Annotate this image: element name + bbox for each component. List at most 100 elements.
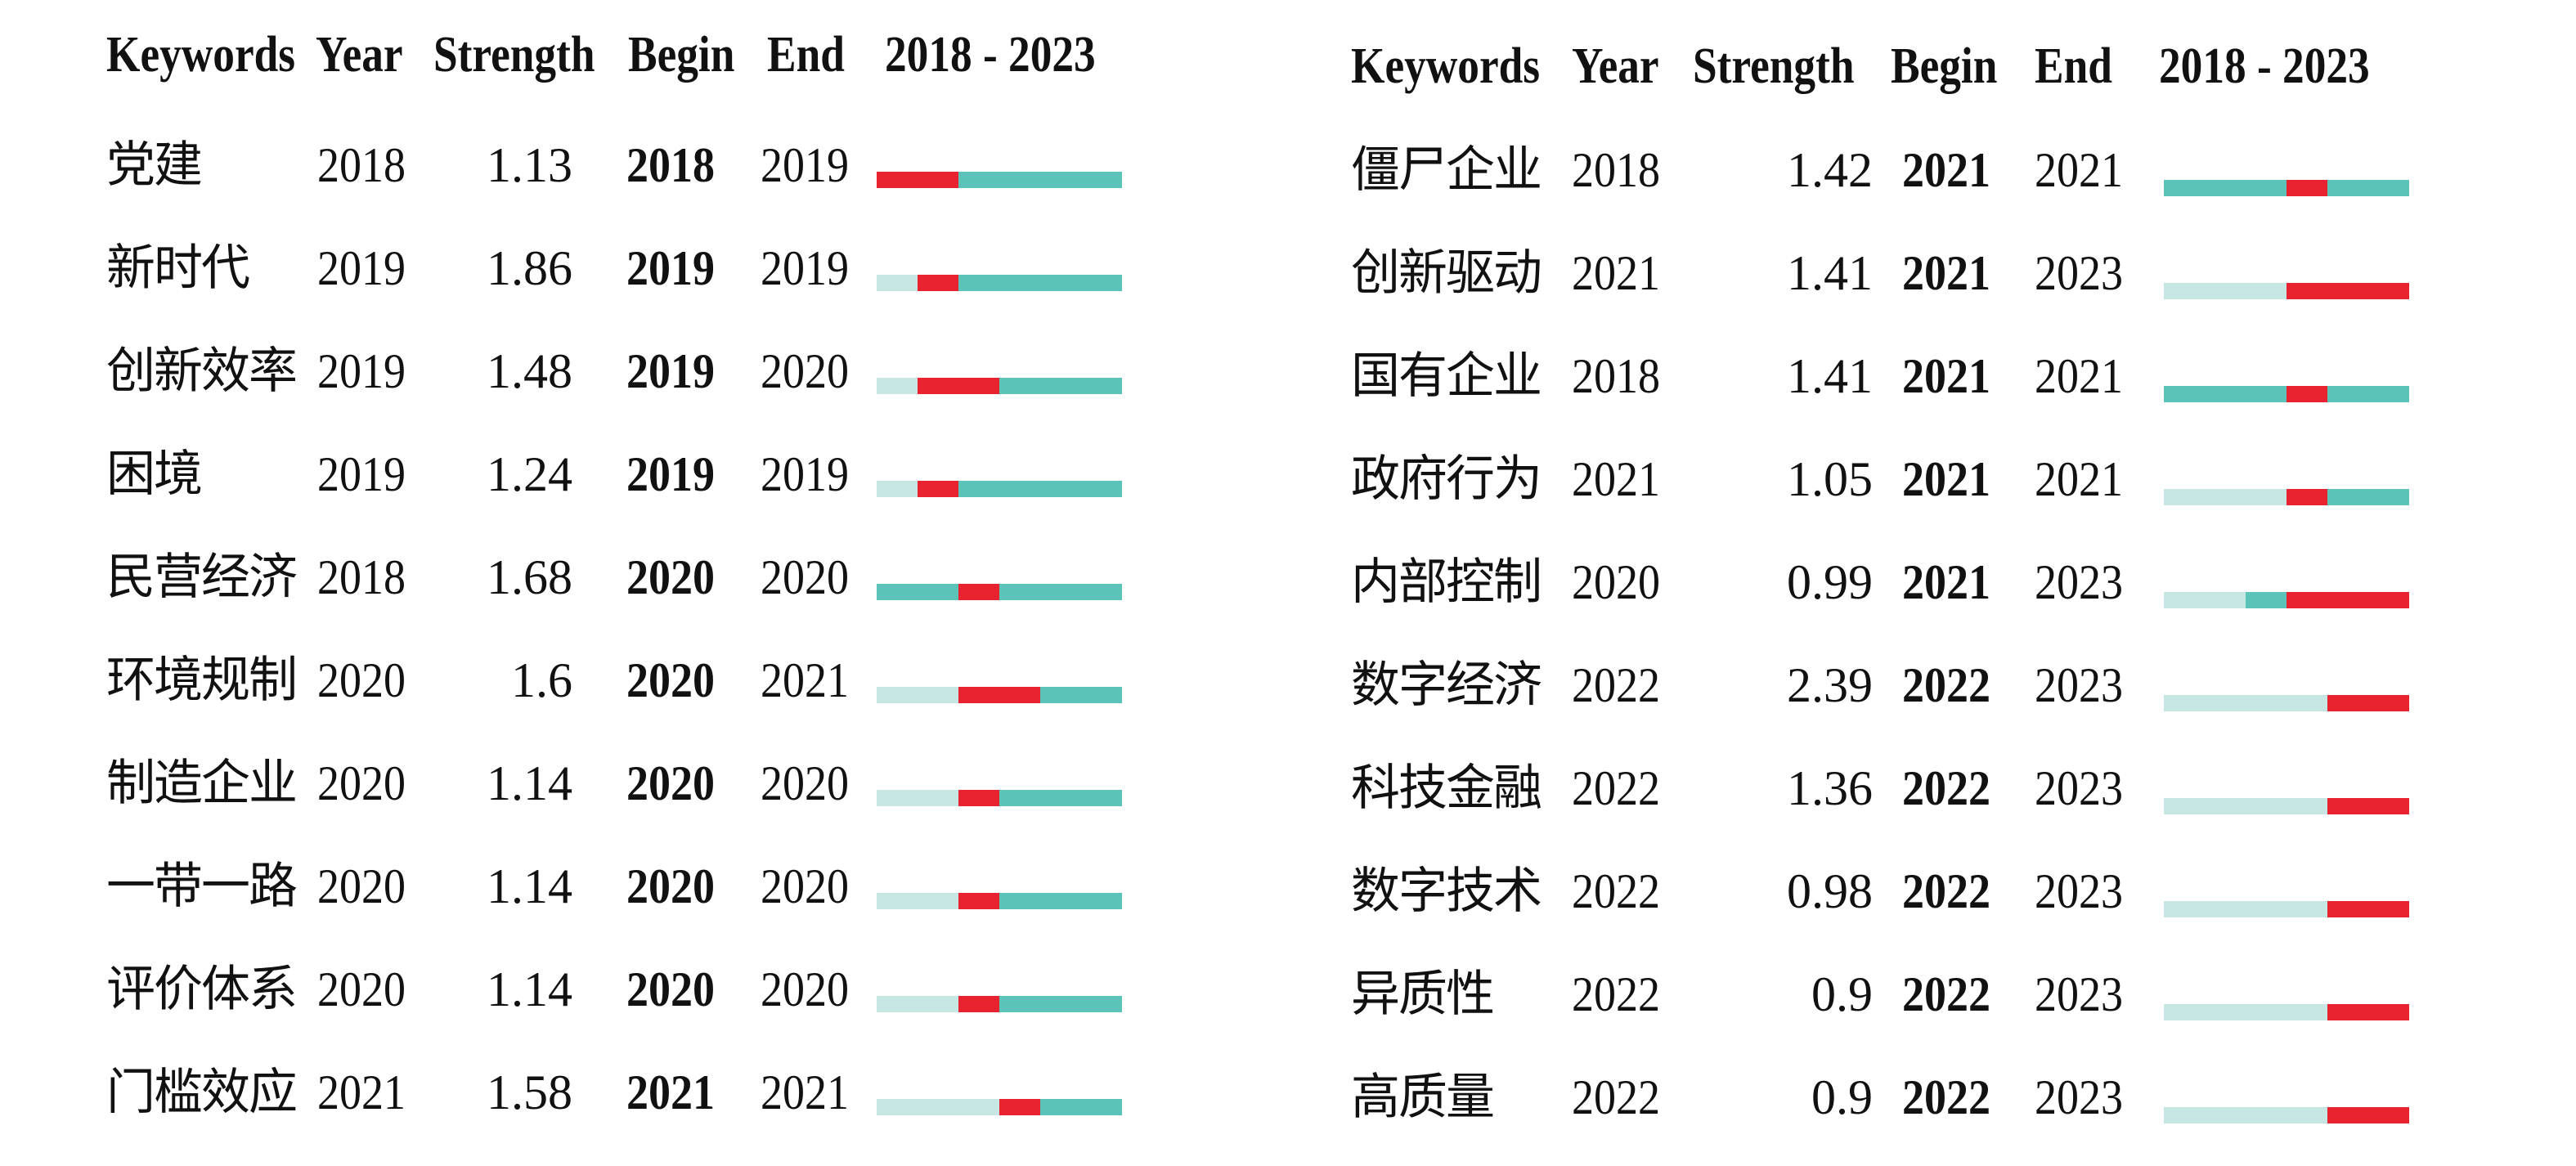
bar-burst: [958, 584, 999, 600]
end-value: 2023: [2035, 761, 2123, 815]
bar-before-first-appearance: [877, 893, 958, 909]
strength-value: 1.6: [511, 653, 572, 707]
keyword-label: 民营经济: [106, 549, 298, 606]
end-value: 2019: [761, 241, 849, 295]
bar-burst: [918, 275, 958, 291]
bar-present: [877, 584, 1122, 600]
year-value: 2019: [317, 241, 406, 295]
burst-timeline-bar: [877, 378, 1122, 394]
begin-value: 2020: [626, 756, 715, 810]
end-value: 2021: [2035, 349, 2123, 403]
begin-value: 2020: [626, 653, 715, 707]
table-row: 门槛效应 2021 1.58 2021 2021: [0, 1058, 1259, 1161]
year-value: 2020: [317, 756, 406, 810]
table-row: 数字技术 2022 0.98 2022 2023: [1325, 857, 2576, 960]
year-value: 2018: [1572, 143, 1660, 197]
begin-value: 2021: [1902, 555, 1990, 609]
keyword-label: 数字经济: [1351, 657, 1542, 714]
bar-burst: [2287, 386, 2327, 402]
bar-present: [958, 790, 1122, 806]
strength-value: 1.13: [487, 138, 572, 192]
table-row: 内部控制 2020 0.99 2021 2023: [1325, 548, 2576, 651]
year-value: 2021: [1572, 452, 1660, 506]
keyword-label: 环境规制: [106, 652, 298, 709]
keyword-label: 创新效率: [106, 343, 298, 400]
end-value: 2020: [761, 344, 849, 398]
table-row: 高质量 2022 0.9 2022 2023: [1325, 1063, 2576, 1166]
end-value: 2020: [761, 756, 849, 810]
bar-present: [918, 481, 1122, 497]
keyword-label: 内部控制: [1351, 554, 1542, 611]
table-row: 政府行为 2021 1.05 2021 2021: [1325, 445, 2576, 548]
bar-burst: [999, 1099, 1040, 1115]
begin-value: 2021: [626, 1065, 715, 1119]
bar-burst: [958, 893, 999, 909]
year-value: 2022: [1572, 761, 1660, 815]
begin-value: 2020: [626, 962, 715, 1016]
burst-timeline-bar: [877, 172, 1122, 188]
end-value: 2020: [761, 962, 849, 1016]
bar-before-first-appearance: [2164, 592, 2246, 608]
end-value: 2020: [761, 550, 849, 604]
strength-value: 0.99: [1787, 555, 1873, 609]
strength-value: 1.14: [487, 962, 572, 1016]
begin-value: 2021: [1902, 452, 1990, 506]
year-value: 2020: [1572, 555, 1660, 609]
year-value: 2020: [317, 859, 406, 913]
burst-timeline-bar: [2164, 1004, 2409, 1020]
strength-value: 1.41: [1787, 349, 1873, 403]
bar-burst: [2327, 798, 2409, 814]
burst-timeline-bar: [2164, 592, 2409, 608]
bar-before-first-appearance: [877, 790, 958, 806]
table-row: 困境 2019 1.24 2019 2019: [0, 440, 1259, 543]
begin-value: 2020: [626, 859, 715, 913]
burst-timeline-bar: [877, 996, 1122, 1012]
burst-timeline-bar: [2164, 489, 2409, 505]
end-value: 2023: [2035, 864, 2123, 918]
begin-value: 2020: [626, 550, 715, 604]
table-row: 环境规制 2020 1.6 2020 2021: [0, 646, 1259, 749]
keyword-label: 制造企业: [106, 755, 298, 812]
header-begin: Begin: [1891, 38, 1998, 94]
header-end: End: [2035, 38, 2112, 94]
bar-before-first-appearance: [877, 275, 918, 291]
table-row: 异质性 2022 0.9 2022 2023: [1325, 960, 2576, 1063]
strength-value: 0.9: [1811, 1070, 1873, 1124]
bar-present: [958, 996, 1122, 1012]
table-row: 民营经济 2018 1.68 2020 2020: [0, 543, 1259, 646]
bar-burst: [2327, 695, 2409, 711]
end-value: 2021: [761, 653, 849, 707]
burst-timeline-bar: [877, 893, 1122, 909]
strength-value: 1.42: [1787, 143, 1873, 197]
keyword-label: 异质性: [1351, 966, 1495, 1023]
begin-value: 2022: [1902, 1070, 1990, 1124]
table-row: 创新驱动 2021 1.41 2021 2023: [1325, 239, 2576, 342]
bar-burst: [2327, 901, 2409, 917]
keyword-label: 创新驱动: [1351, 244, 1542, 302]
table-row: 制造企业 2020 1.14 2020 2020: [0, 749, 1259, 852]
year-value: 2021: [1572, 246, 1660, 300]
keyword-label: 一带一路: [106, 858, 298, 915]
end-value: 2019: [761, 138, 849, 192]
year-value: 2021: [317, 1065, 406, 1119]
strength-value: 0.98: [1787, 864, 1873, 918]
table-row: 评价体系 2020 1.14 2020 2020: [0, 955, 1259, 1058]
burst-timeline-bar: [2164, 180, 2409, 196]
header-strength: Strength: [1693, 38, 1855, 94]
year-value: 2020: [317, 962, 406, 1016]
year-value: 2018: [317, 138, 406, 192]
bar-burst: [918, 481, 958, 497]
bar-present: [918, 275, 1122, 291]
table-row: 一带一路 2020 1.14 2020 2020: [0, 852, 1259, 955]
bar-before-first-appearance: [2164, 489, 2287, 505]
begin-value: 2019: [626, 344, 715, 398]
year-value: 2018: [317, 550, 406, 604]
burst-timeline-bar: [2164, 283, 2409, 299]
strength-value: 1.24: [487, 447, 572, 501]
keyword-label: 僵尸企业: [1351, 141, 1542, 199]
bar-before-first-appearance: [2164, 798, 2327, 814]
end-value: 2023: [2035, 246, 2123, 300]
bar-before-first-appearance: [2164, 1004, 2327, 1020]
end-value: 2021: [2035, 452, 2123, 506]
burst-timeline-bar: [877, 584, 1122, 600]
